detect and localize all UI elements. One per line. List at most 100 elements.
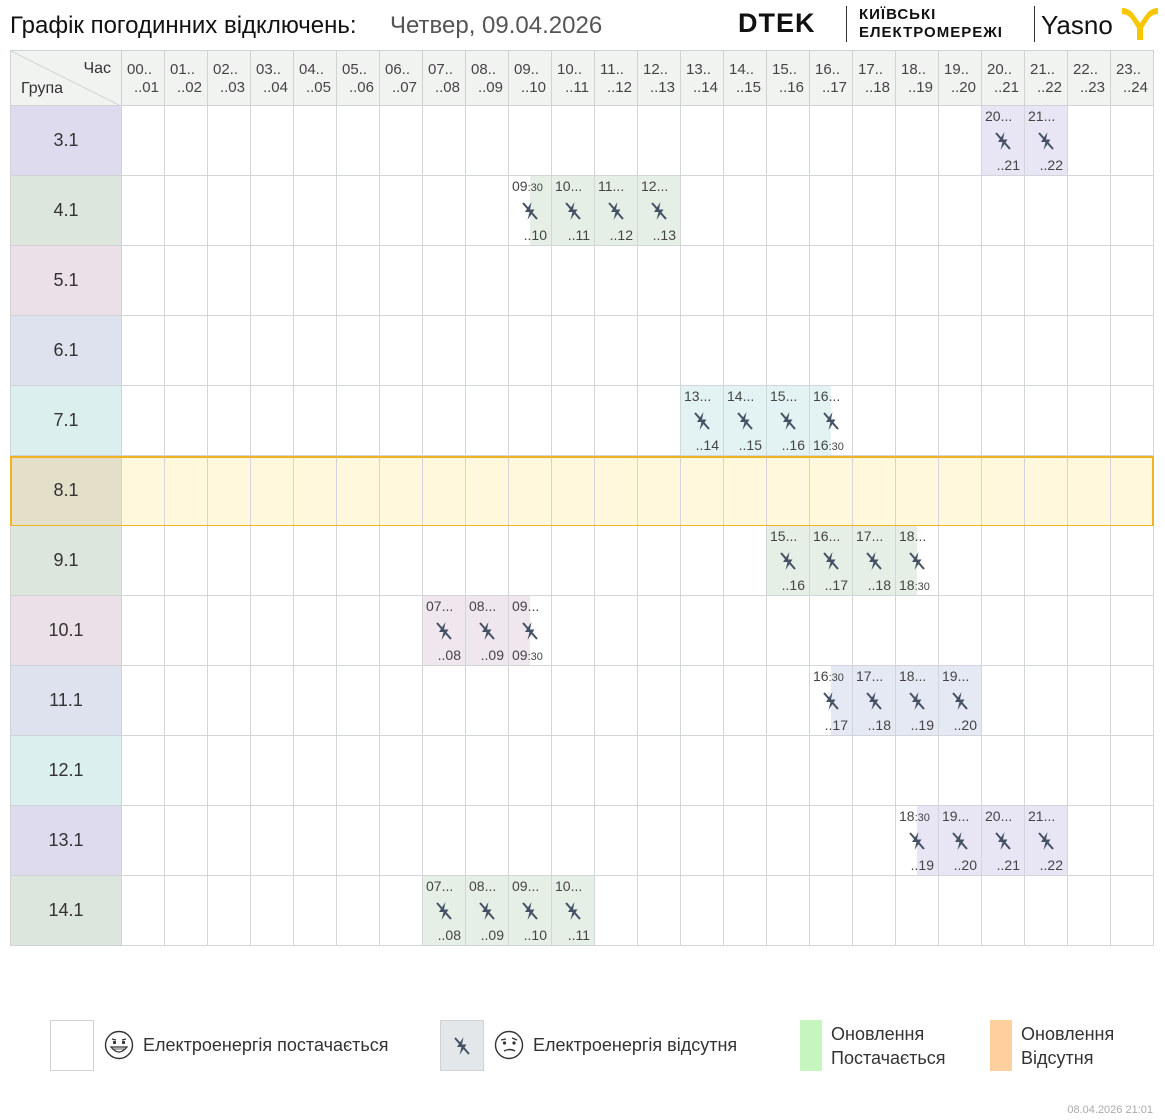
hour-slot[interactable] [1025,246,1068,316]
outage-slot[interactable]: 16... ..17 [810,526,853,596]
hour-slot[interactable] [1068,316,1111,386]
hour-slot[interactable] [337,876,380,946]
hour-slot[interactable] [853,386,896,456]
hour-slot[interactable] [294,106,337,176]
hour-slot[interactable] [208,876,251,946]
hour-slot[interactable] [767,666,810,736]
hour-slot[interactable] [939,176,982,246]
hour-slot[interactable] [122,316,165,386]
hour-slot[interactable] [1025,386,1068,456]
hour-slot[interactable] [1068,666,1111,736]
hour-slot[interactable] [251,316,294,386]
hour-slot[interactable] [165,666,208,736]
hour-slot[interactable] [638,806,681,876]
outage-slot[interactable]: 07... ..08 [423,876,466,946]
hour-slot[interactable] [810,806,853,876]
hour-slot[interactable] [1068,456,1111,526]
hour-slot[interactable] [552,736,595,806]
hour-slot[interactable] [1025,456,1068,526]
hour-slot[interactable] [466,736,509,806]
hour-slot[interactable] [208,246,251,316]
outage-slot[interactable]: 18... ..19 [896,666,939,736]
hour-slot[interactable] [1111,806,1154,876]
outage-slot[interactable]: 15... ..16 [767,526,810,596]
hour-slot[interactable] [1068,526,1111,596]
hour-slot[interactable] [423,106,466,176]
hour-slot[interactable] [767,246,810,316]
hour-slot[interactable] [509,526,552,596]
hour-slot[interactable] [208,526,251,596]
hour-slot[interactable] [380,246,423,316]
hour-slot[interactable] [208,806,251,876]
hour-slot[interactable] [1111,876,1154,946]
hour-slot[interactable] [767,456,810,526]
hour-slot[interactable] [466,316,509,386]
hour-slot[interactable] [208,106,251,176]
hour-slot[interactable] [552,666,595,736]
hour-slot[interactable] [423,736,466,806]
hour-slot[interactable] [1025,176,1068,246]
hour-slot[interactable] [810,106,853,176]
outage-slot[interactable]: 10... ..11 [552,876,595,946]
hour-slot[interactable] [939,736,982,806]
hour-slot[interactable] [337,666,380,736]
hour-slot[interactable] [853,806,896,876]
hour-slot[interactable] [122,456,165,526]
hour-slot[interactable] [982,456,1025,526]
hour-slot[interactable] [982,736,1025,806]
hour-slot[interactable] [1068,176,1111,246]
hour-slot[interactable] [165,736,208,806]
hour-slot[interactable] [122,176,165,246]
hour-slot[interactable] [251,246,294,316]
hour-slot[interactable] [380,876,423,946]
hour-slot[interactable] [165,106,208,176]
hour-slot[interactable] [380,316,423,386]
hour-slot[interactable] [165,176,208,246]
hour-slot[interactable] [853,316,896,386]
hour-slot[interactable] [552,316,595,386]
outage-slot[interactable]: 13... ..14 [681,386,724,456]
hour-slot[interactable] [294,666,337,736]
outage-slot[interactable]: 09... ..10 [509,876,552,946]
hour-slot[interactable] [423,526,466,596]
hour-slot[interactable] [595,666,638,736]
hour-slot[interactable] [466,456,509,526]
hour-slot[interactable] [767,316,810,386]
hour-slot[interactable] [165,316,208,386]
hour-slot[interactable] [294,456,337,526]
hour-slot[interactable] [1111,246,1154,316]
hour-slot[interactable] [122,386,165,456]
hour-slot[interactable] [552,596,595,666]
outage-slot[interactable]: 18... 18:30 [896,526,939,596]
hour-slot[interactable] [896,596,939,666]
hour-slot[interactable] [380,736,423,806]
hour-slot[interactable] [466,666,509,736]
hour-slot[interactable] [982,386,1025,456]
hour-slot[interactable] [853,596,896,666]
hour-slot[interactable] [638,316,681,386]
hour-slot[interactable] [810,176,853,246]
outage-slot[interactable]: 21... ..22 [1025,806,1068,876]
hour-slot[interactable] [767,806,810,876]
hour-slot[interactable] [165,806,208,876]
outage-slot[interactable]: 20... ..21 [982,106,1025,176]
hour-slot[interactable] [208,316,251,386]
hour-slot[interactable] [1111,666,1154,736]
hour-slot[interactable] [939,316,982,386]
hour-slot[interactable] [767,176,810,246]
hour-slot[interactable] [294,176,337,246]
hour-slot[interactable] [896,736,939,806]
hour-slot[interactable] [165,876,208,946]
hour-slot[interactable] [982,316,1025,386]
hour-slot[interactable] [595,876,638,946]
hour-slot[interactable] [896,246,939,316]
hour-slot[interactable] [294,736,337,806]
hour-slot[interactable] [681,736,724,806]
hour-slot[interactable] [251,736,294,806]
hour-slot[interactable] [1068,736,1111,806]
hour-slot[interactable] [423,666,466,736]
hour-slot[interactable] [122,806,165,876]
hour-slot[interactable] [294,596,337,666]
hour-slot[interactable] [724,666,767,736]
hour-slot[interactable] [509,106,552,176]
